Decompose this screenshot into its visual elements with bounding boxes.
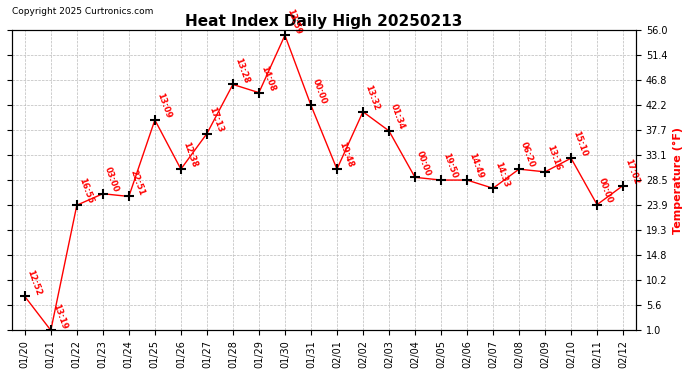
Text: 12:38: 12:38 (181, 141, 199, 169)
Text: 14:33: 14:33 (493, 160, 511, 188)
Text: Copyright 2025 Curtronics.com: Copyright 2025 Curtronics.com (12, 7, 153, 16)
Text: 13:16: 13:16 (545, 144, 562, 172)
Text: 19:50: 19:50 (441, 152, 459, 180)
Text: 15:10: 15:10 (571, 130, 589, 158)
Text: 16:55: 16:55 (77, 177, 95, 205)
Y-axis label: Temperature (°F): Temperature (°F) (673, 127, 683, 234)
Text: 14:49: 14:49 (467, 152, 484, 180)
Text: 13:09: 13:09 (155, 92, 172, 120)
Text: 19:48: 19:48 (337, 141, 355, 169)
Text: 06:20: 06:20 (519, 141, 537, 169)
Title: Heat Index Daily High 20250213: Heat Index Daily High 20250213 (185, 13, 462, 28)
Text: 03:00: 03:00 (103, 166, 120, 194)
Text: 00:00: 00:00 (597, 177, 615, 205)
Text: 13:59: 13:59 (285, 7, 302, 35)
Text: 13:28: 13:28 (233, 56, 250, 84)
Text: 13:19: 13:19 (51, 302, 68, 330)
Text: 22:51: 22:51 (129, 168, 146, 196)
Text: 01:34: 01:34 (389, 103, 406, 131)
Text: 00:00: 00:00 (311, 77, 328, 105)
Text: 17:02: 17:02 (623, 158, 640, 186)
Text: 00:00: 00:00 (415, 150, 433, 177)
Text: 17:13: 17:13 (207, 105, 224, 134)
Text: 12:52: 12:52 (25, 268, 43, 297)
Text: 14:08: 14:08 (259, 64, 277, 93)
Text: 13:32: 13:32 (363, 84, 380, 112)
